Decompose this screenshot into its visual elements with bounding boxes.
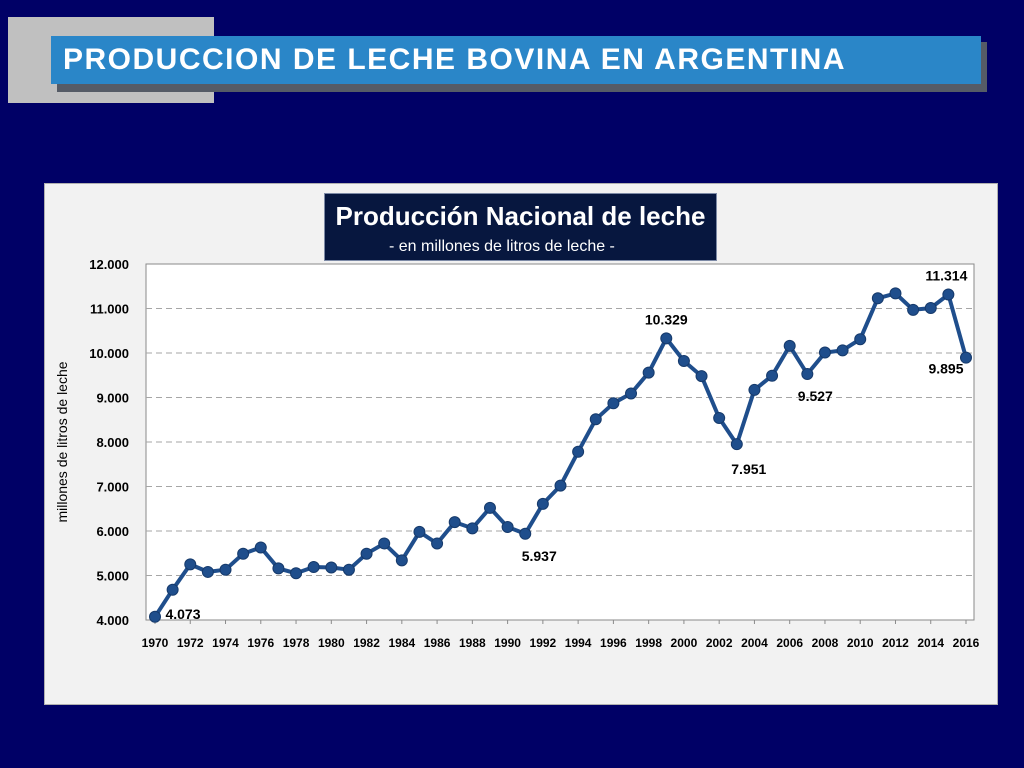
y-tick-label: 8.000	[96, 435, 129, 450]
data-point	[960, 351, 972, 364]
data-point	[607, 397, 620, 410]
y-tick-label: 4.000	[96, 613, 129, 628]
data-point	[483, 501, 496, 514]
x-tick-label: 1994	[565, 636, 592, 650]
data-label: 10.329	[645, 311, 688, 327]
data-point	[395, 554, 408, 567]
x-tick-label: 2004	[741, 636, 768, 650]
data-point	[942, 288, 955, 301]
data-point	[572, 445, 585, 458]
x-tick-label: 1976	[247, 636, 274, 650]
x-tick-label: 1990	[494, 636, 521, 650]
data-label: 9.895	[928, 361, 963, 377]
y-tick-label: 10.000	[89, 346, 129, 361]
data-point	[589, 413, 602, 426]
data-point	[783, 339, 796, 352]
chart-title: Producción Nacional de leche	[335, 201, 706, 231]
chart-subtitle: - en millones de litros de leche -	[389, 238, 615, 255]
data-point	[290, 567, 303, 580]
data-point	[149, 610, 161, 623]
x-tick-label: 2014	[917, 636, 944, 650]
x-tick-label: 1996	[600, 636, 627, 650]
x-tick-label: 2008	[812, 636, 839, 650]
data-point	[201, 565, 214, 578]
data-point	[184, 558, 197, 571]
y-tick-label: 11.000	[90, 302, 129, 317]
chart-title-box: Producción Nacional de leche - en millon…	[324, 193, 717, 261]
x-tick-label: 2010	[847, 636, 874, 650]
data-label: 11.314	[925, 268, 967, 284]
data-point	[889, 287, 902, 300]
data-point	[307, 561, 320, 574]
data-point	[677, 355, 690, 368]
data-point	[325, 561, 338, 574]
y-tick-label: 5.000	[96, 569, 129, 584]
x-tick-label: 1978	[283, 636, 310, 650]
data-point	[836, 344, 849, 357]
data-point	[342, 563, 355, 576]
data-point	[413, 525, 426, 538]
y-axis-label: millones de litros de leche	[54, 361, 70, 522]
data-point	[625, 387, 638, 400]
data-point	[536, 497, 549, 510]
title-banner: PRODUCCION DE LECHE BOVINA EN ARGENTINA	[51, 36, 981, 84]
data-point	[907, 303, 920, 316]
slide-title: PRODUCCION DE LECHE BOVINA EN ARGENTINA	[63, 43, 846, 76]
data-point	[448, 516, 461, 529]
x-tick-label: 1998	[635, 636, 662, 650]
data-point	[924, 302, 937, 315]
data-point	[166, 583, 179, 596]
data-point	[519, 527, 532, 540]
x-tick-label: 1992	[530, 636, 557, 650]
data-point	[501, 520, 514, 533]
data-label: 4.073	[165, 606, 200, 622]
x-tick-label: 1972	[177, 636, 204, 650]
data-point	[748, 383, 761, 396]
x-tick-label: 1982	[353, 636, 380, 650]
y-tick-label: 7.000	[96, 480, 129, 495]
data-point	[801, 368, 814, 381]
data-point	[431, 537, 444, 550]
data-point	[254, 541, 267, 554]
data-point	[766, 369, 779, 382]
data-point	[818, 346, 831, 359]
data-point	[272, 562, 285, 575]
data-point	[660, 332, 673, 345]
data-label: 5.937	[522, 548, 557, 564]
data-label: 7.951	[731, 461, 766, 477]
data-point	[554, 479, 567, 492]
data-point	[466, 522, 479, 535]
x-tick-label: 1986	[424, 636, 451, 650]
data-label: 9.527	[798, 388, 833, 404]
x-tick-label: 2016	[953, 636, 980, 650]
data-point	[730, 438, 743, 451]
data-point	[695, 370, 708, 383]
data-point	[854, 333, 867, 346]
data-point	[642, 366, 655, 379]
y-tick-label: 12.000	[89, 257, 129, 272]
data-point	[713, 411, 726, 424]
x-tick-label: 2006	[776, 636, 803, 650]
data-point	[360, 547, 373, 560]
data-point	[871, 292, 884, 305]
x-tick-label: 1970	[142, 636, 169, 650]
x-tick-label: 1980	[318, 636, 345, 650]
x-tick-label: 1984	[388, 636, 415, 650]
x-tick-label: 1988	[459, 636, 486, 650]
data-point	[378, 537, 391, 550]
y-tick-label: 6.000	[96, 524, 129, 539]
x-tick-label: 2012	[882, 636, 909, 650]
y-tick-label: 9.000	[96, 391, 129, 406]
x-tick-label: 1974	[212, 636, 239, 650]
x-tick-label: 2000	[671, 636, 698, 650]
data-point	[237, 547, 250, 560]
data-point	[219, 563, 232, 576]
x-tick-label: 2002	[706, 636, 733, 650]
